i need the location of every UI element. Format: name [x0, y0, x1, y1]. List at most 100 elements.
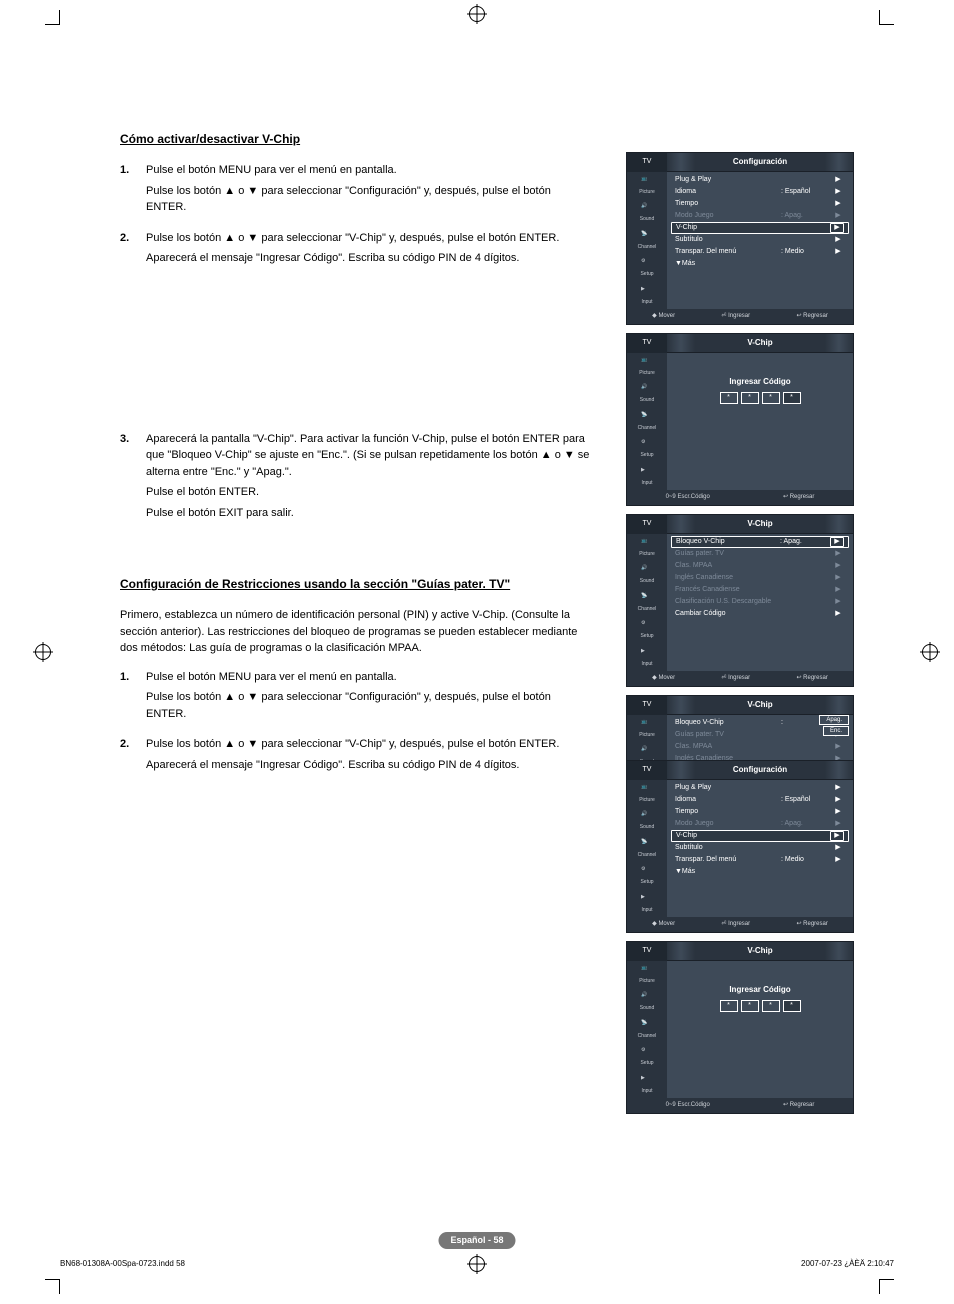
osd-title: V-Chip: [667, 334, 853, 353]
osd-side-input: ▶Input: [627, 890, 667, 918]
setup-icon: ⚙: [641, 439, 653, 451]
osd-side-channel: 📡Channel: [627, 408, 667, 436]
sound-icon: 🔊: [641, 992, 653, 1004]
option-off: Apag.: [819, 715, 849, 725]
input-icon: ▶: [641, 286, 653, 298]
input-icon: ▶: [641, 1075, 653, 1087]
pin-digit: *: [741, 1000, 759, 1012]
osd-side-picture: 📺Picture: [627, 353, 667, 381]
osd-row: ▼Más: [671, 866, 849, 878]
osd-footer: ◆ Mover⏎ Ingresar↩ Regresar: [627, 917, 853, 932]
osd-code-body: Ingresar Código * * * *: [667, 961, 853, 1035]
osd-side-tv: TV: [627, 515, 667, 534]
picture-icon: 📺: [641, 719, 653, 731]
osd-side-setup: ⚙Setup: [627, 862, 667, 890]
sound-icon: 🔊: [641, 746, 653, 758]
osd-row: Transpar. Del menú: Medio▶: [671, 246, 849, 258]
osd-side-channel: 📡Channel: [627, 227, 667, 255]
osd-footer: ◆ Mover⏎ Ingresar↩ Regresar: [627, 309, 853, 324]
osd-row: Clas. MPAA▶: [671, 741, 849, 753]
sound-icon: 🔊: [641, 203, 653, 215]
pin-digit: *: [741, 392, 759, 404]
osd-row: V-Chip▶: [671, 222, 849, 234]
osd-side-input: ▶Input: [627, 644, 667, 672]
osd-screenshots-2: TV📺Picture🔊Sound📡Channel⚙Setup▶InputConf…: [626, 760, 854, 1122]
osd-side-channel: 📡Channel: [627, 1016, 667, 1044]
picture-icon: 📺: [641, 176, 653, 188]
step-3: 3. Aparecerá la pantalla "V-Chip". Para …: [120, 431, 590, 526]
sound-icon: 🔊: [641, 384, 653, 396]
step-1: 1. Pulse el botón MENU para ver el menú …: [120, 162, 590, 220]
osd-side-sound: 🔊Sound: [627, 199, 667, 227]
osd-row: Tiempo▶: [671, 806, 849, 818]
manual-page: Cómo activar/desactivar V-Chip 1. Pulse …: [0, 0, 954, 1304]
osd-row: Modo Juego: Apag.▶: [671, 818, 849, 830]
osd-sidebar: TV📺Picture🔊Sound📡Channel⚙Setup▶Input: [627, 942, 667, 1098]
osd-row: ▼Más: [671, 258, 849, 270]
osd-row: Idioma: Español▶: [671, 794, 849, 806]
osd-row: Bloqueo V-Chip: Apag.▶: [671, 536, 849, 548]
osd-side-sound: 🔊Sound: [627, 561, 667, 589]
step-1: 1. Pulse el botón MENU para ver el menú …: [120, 669, 590, 727]
sound-icon: 🔊: [641, 565, 653, 577]
setup-icon: ⚙: [641, 866, 653, 878]
osd-title: V-Chip: [667, 515, 853, 534]
osd-side-tv: TV: [627, 696, 667, 715]
footer-timestamp: 2007-07-23 ¿ÀÈÄ 2:10:47: [801, 1259, 894, 1268]
osd-side-input: ▶Input: [627, 282, 667, 310]
osd-row: Subtítulo▶: [671, 842, 849, 854]
osd-footer: 0~9 Escr.Código↩ Regresar: [627, 1098, 853, 1113]
print-footer: BN68-01308A-00Spa-0723.indd 58 2007-07-2…: [60, 1259, 894, 1268]
osd-row: Cambiar Código▶: [671, 608, 849, 620]
section-title: Configuración de Restricciones usando la…: [120, 575, 590, 593]
osd-configuracion: TV📺Picture🔊Sound📡Channel⚙Setup▶InputConf…: [626, 760, 854, 933]
osd-side-input: ▶Input: [627, 1071, 667, 1099]
section-1: Cómo activar/desactivar V-Chip 1. Pulse …: [120, 130, 590, 525]
osd-side-setup: ⚙Setup: [627, 1043, 667, 1071]
input-icon: ▶: [641, 894, 653, 906]
osd-row: Guías pater. TV▶: [671, 548, 849, 560]
setup-icon: ⚙: [641, 1047, 653, 1059]
osd-vchip-list: TV📺Picture🔊Sound📡Channel⚙Setup▶InputV-Ch…: [626, 514, 854, 687]
osd-side-setup: ⚙Setup: [627, 254, 667, 282]
osd-row: Clasificación U.S. Descargable▶: [671, 596, 849, 608]
channel-icon: 📡: [641, 412, 653, 424]
channel-icon: 📡: [641, 839, 653, 851]
picture-icon: 📺: [641, 965, 653, 977]
osd-side-setup: ⚙Setup: [627, 616, 667, 644]
page-number: Español - 58: [438, 1232, 515, 1250]
osd-footer: ◆ Mover⏎ Ingresar↩ Regresar: [627, 671, 853, 686]
osd-side-channel: 📡Channel: [627, 835, 667, 863]
pin-digit: *: [783, 392, 801, 404]
osd-side-picture: 📺Picture: [627, 780, 667, 808]
section-title: Cómo activar/desactivar V-Chip: [120, 130, 590, 148]
osd-configuracion: TV📺Picture🔊Sound📡Channel⚙Setup▶InputConf…: [626, 152, 854, 325]
channel-icon: 📡: [641, 593, 653, 605]
osd-side-tv: TV: [627, 942, 667, 961]
channel-icon: 📡: [641, 1020, 653, 1032]
osd-row: Subtítulo▶: [671, 234, 849, 246]
osd-row: Modo Juego: Apag.▶: [671, 210, 849, 222]
osd-title: V-Chip: [667, 942, 853, 961]
input-icon: ▶: [641, 467, 653, 479]
osd-row: V-Chip▶: [671, 830, 849, 842]
step-2: 2. Pulse los botón ▲ o ▼ para selecciona…: [120, 230, 590, 271]
osd-side-sound: 🔊Sound: [627, 988, 667, 1016]
osd-row: Idioma: Español▶: [671, 186, 849, 198]
pin-digit: *: [783, 1000, 801, 1012]
picture-icon: 📺: [641, 784, 653, 796]
step-2: 2. Pulse los botón ▲ o ▼ para selecciona…: [120, 736, 590, 777]
osd-title: Configuración: [667, 153, 853, 172]
osd-side-sound: 🔊Sound: [627, 380, 667, 408]
osd-side-tv: TV: [627, 761, 667, 780]
pin-digit: *: [762, 1000, 780, 1012]
osd-list: Plug & Play▶Idioma: Español▶Tiempo▶Modo …: [667, 780, 853, 880]
pin-digit: *: [720, 392, 738, 404]
option-on: Enc.: [823, 726, 849, 736]
osd-row: Clas. MPAA▶: [671, 560, 849, 572]
sound-icon: 🔊: [641, 811, 653, 823]
osd-row: Tiempo▶: [671, 198, 849, 210]
osd-list: Plug & Play▶Idioma: Español▶Tiempo▶Modo …: [667, 172, 853, 272]
picture-icon: 📺: [641, 538, 653, 550]
osd-side-picture: 📺Picture: [627, 534, 667, 562]
